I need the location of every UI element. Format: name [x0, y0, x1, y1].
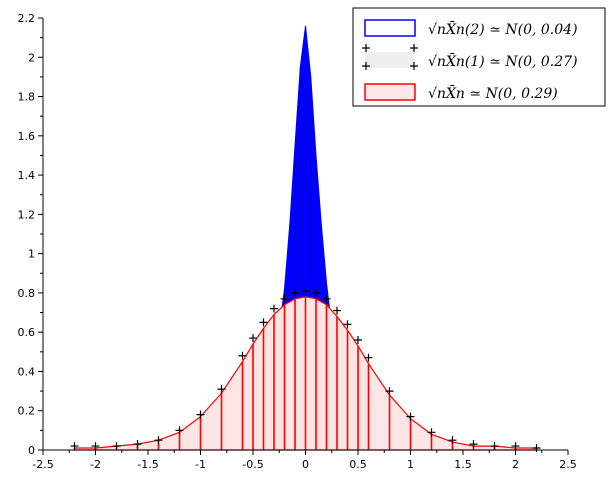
y-tick-label: 0.6: [18, 326, 36, 339]
x-tick-label: 0.5: [349, 458, 367, 471]
legend-label-series-1: √nX̄n(1) ≃ N(0, 0.27): [428, 52, 578, 70]
y-tick-label: 0.4: [18, 365, 36, 378]
y-tick-label: 0.8: [18, 287, 36, 300]
legend: √nX̄n(2) ≃ N(0, 0.04) √nX̄n(1) ≃ N(0, 0.…: [353, 8, 605, 106]
x-tick-label: 2: [512, 458, 519, 471]
legend-label-series-2: √nX̄n(2) ≃ N(0, 0.04): [428, 20, 578, 38]
y-tick-label: 0: [28, 444, 35, 457]
y-tick-label: 1: [28, 248, 35, 261]
y-tick-label: 1.2: [18, 208, 36, 221]
x-tick-label: 0: [302, 458, 309, 471]
legend-swatch-blue: [365, 20, 415, 36]
x-tick-label: -1.5: [137, 458, 158, 471]
x-tick-label: -0.5: [242, 458, 263, 471]
x-tick-label: 1: [407, 458, 414, 471]
y-tick-label: 2: [28, 51, 35, 64]
legend-label-series-3: √nX̄n ≃ N(0, 0.29): [428, 84, 558, 102]
x-tick-label: -2.5: [32, 458, 53, 471]
y-tick-label: 2.2: [18, 12, 36, 25]
x-tick-label: 1.5: [454, 458, 472, 471]
x-tick-label: -2: [90, 458, 101, 471]
y-tick-label: 1.4: [18, 169, 36, 182]
legend-swatch-red: [365, 84, 415, 100]
y-tick-label: 1.8: [18, 91, 36, 104]
y-tick-label: 1.6: [18, 130, 36, 143]
legend-swatch-markers: [365, 52, 415, 68]
y-tick-label: 0.2: [18, 405, 36, 418]
x-tick-label: 2.5: [559, 458, 577, 471]
x-tick-label: -1: [195, 458, 206, 471]
